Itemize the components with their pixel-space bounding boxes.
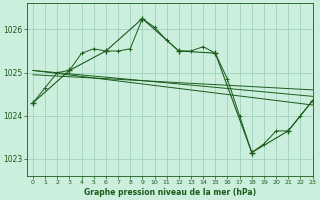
X-axis label: Graphe pression niveau de la mer (hPa): Graphe pression niveau de la mer (hPa) <box>84 188 256 197</box>
